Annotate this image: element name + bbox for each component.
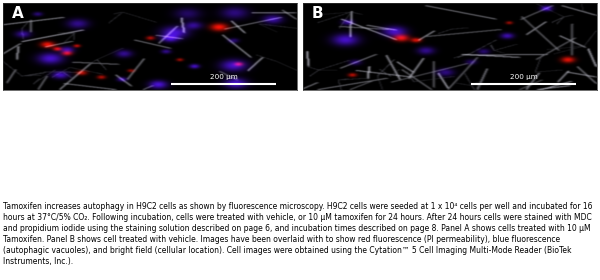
Text: B: B	[312, 6, 323, 21]
Text: Tamoxifen increases autophagy in H9C2 cells as shown by fluorescence microscopy.: Tamoxifen increases autophagy in H9C2 ce…	[3, 202, 593, 266]
Text: A: A	[12, 6, 23, 21]
Text: 200 μm: 200 μm	[509, 74, 538, 80]
Text: 200 μm: 200 μm	[209, 74, 238, 80]
